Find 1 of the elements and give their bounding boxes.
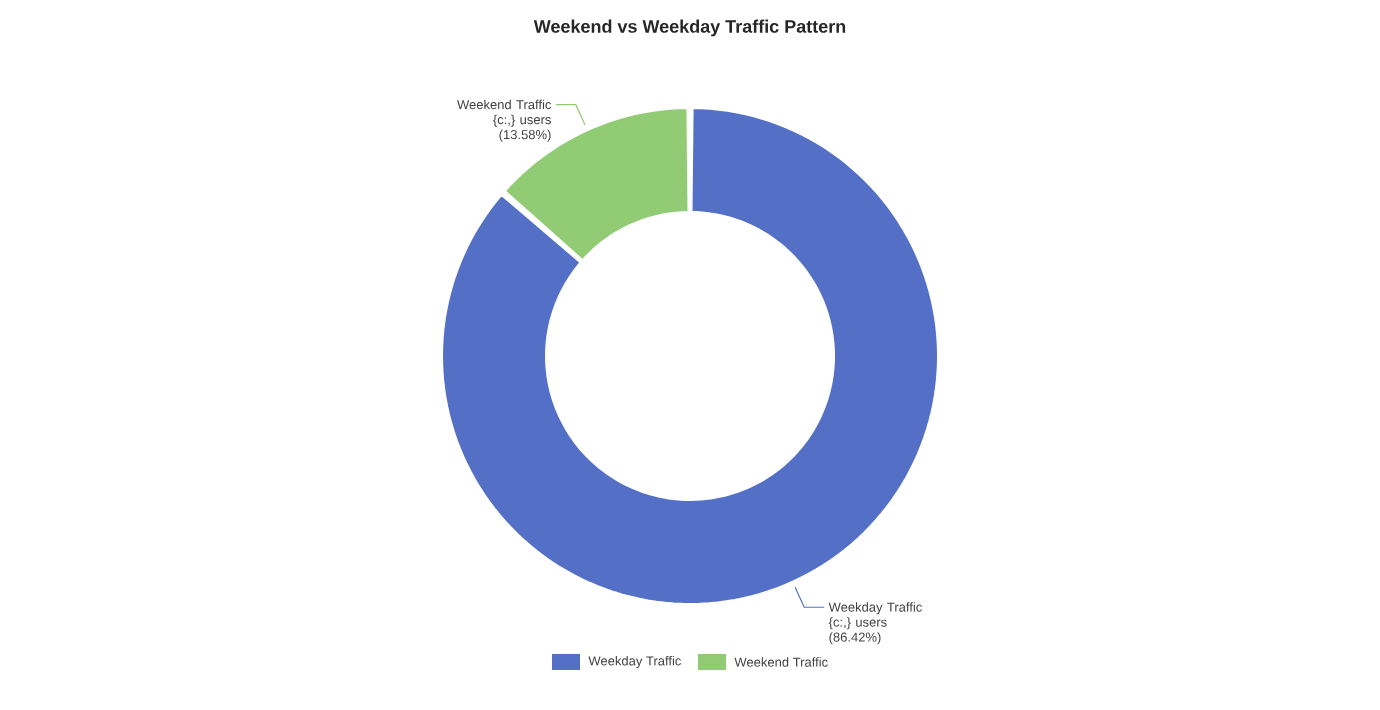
chart-title: Weekend vs Weekday Traffic Pattern [533, 19, 846, 37]
